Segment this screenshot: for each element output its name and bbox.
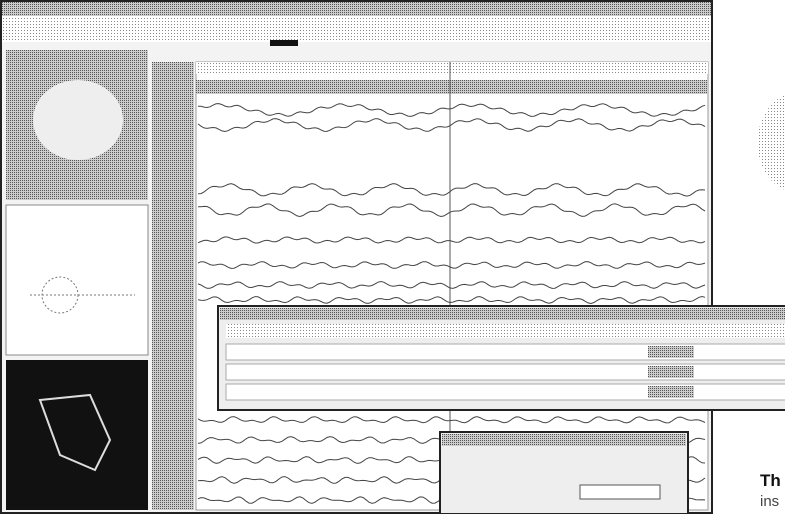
toolbar-slider[interactable] bbox=[270, 40, 298, 46]
dialog-title bbox=[442, 434, 686, 446]
event-rows bbox=[225, 343, 785, 401]
waveform bbox=[197, 103, 706, 117]
toolbar[interactable] bbox=[2, 16, 711, 42]
waveform bbox=[197, 280, 706, 289]
event-row bbox=[225, 343, 785, 361]
waveform bbox=[197, 416, 706, 424]
dialog-input[interactable] bbox=[579, 484, 661, 500]
caption-heading: Th bbox=[760, 471, 781, 490]
event-row-highlight bbox=[648, 346, 694, 358]
position-panel bbox=[5, 204, 149, 356]
event-row bbox=[225, 363, 785, 381]
flow-loop bbox=[38, 393, 112, 472]
event-list-title bbox=[220, 308, 785, 320]
video-image bbox=[33, 80, 123, 160]
waveform bbox=[197, 183, 706, 197]
loop-panel bbox=[6, 360, 148, 510]
event-row bbox=[225, 383, 785, 401]
event-row-highlight bbox=[648, 386, 694, 398]
channel-labels bbox=[152, 62, 194, 510]
waveform bbox=[197, 295, 706, 305]
title-bar bbox=[2, 2, 711, 16]
waveform bbox=[198, 203, 706, 218]
waveform bbox=[197, 236, 706, 244]
time-ruler bbox=[196, 62, 708, 74]
side-graphic bbox=[757, 95, 785, 190]
waveform bbox=[197, 261, 706, 269]
caption-body: ins bbox=[760, 493, 779, 510]
hypnogram bbox=[196, 80, 708, 94]
waveform bbox=[197, 118, 706, 133]
event-row-highlight bbox=[648, 366, 694, 378]
event-table-header bbox=[226, 324, 785, 338]
